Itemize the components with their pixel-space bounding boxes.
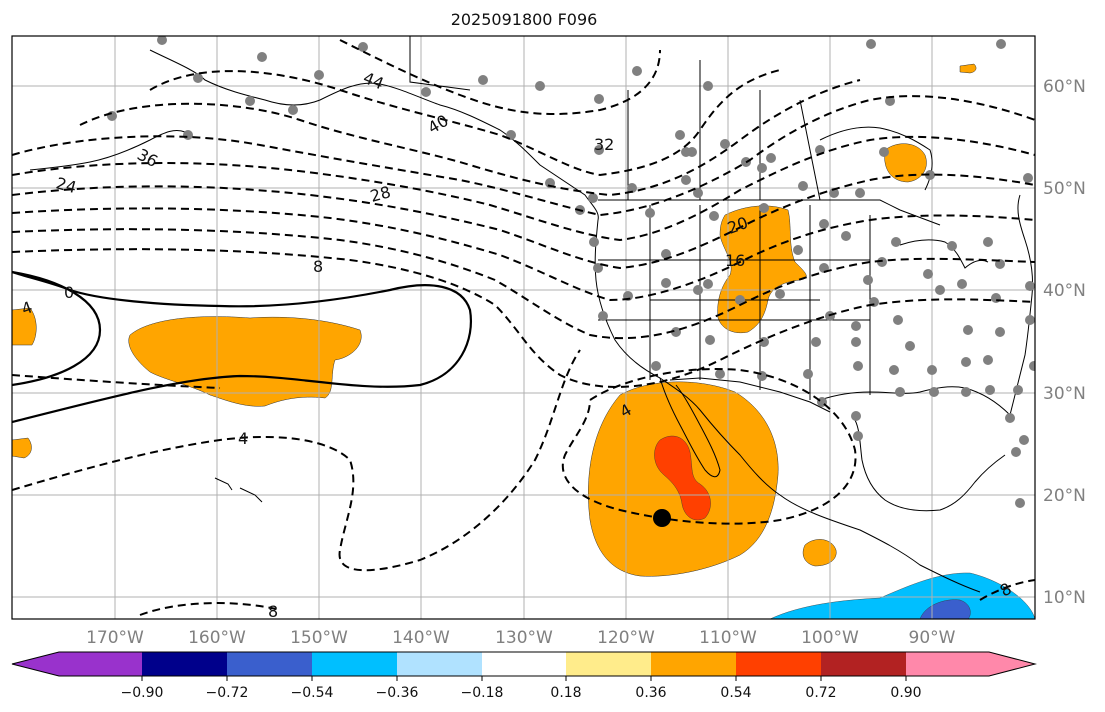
colorbar-bin [566, 652, 651, 676]
zero-contour [12, 270, 472, 424]
coast-gulf-mexico [854, 419, 1006, 512]
lat-label: 60°N [1043, 77, 1086, 97]
colorbar-min-extend [12, 652, 59, 676]
gridlines [12, 36, 1035, 619]
colorbar-tick-label: 0.54 [720, 685, 751, 701]
lon-label: 90°W [909, 628, 956, 648]
shade-west-edge-orange [12, 307, 37, 346]
lon-label: 160°W [188, 628, 246, 648]
colorbar-ticks [141, 676, 907, 681]
coast-great-lakes [899, 239, 989, 269]
lat-label: 20°N [1043, 486, 1086, 506]
colorbar-bin [821, 652, 906, 676]
coast-alaska [149, 49, 599, 221]
lon-label: 130°W [495, 628, 553, 648]
coast-aleutians [29, 129, 186, 171]
colorbar-bin [736, 652, 821, 676]
lon-label: 120°W [597, 628, 655, 648]
coast-gulf-north [819, 386, 1011, 416]
shade-west-edge-small [12, 437, 32, 459]
figure-title: 2025091800 F096 [451, 10, 598, 29]
storm-center-marker [653, 509, 671, 527]
colorbar-max-extend [906, 652, 1035, 676]
colorbar-bin [651, 652, 736, 676]
colorbar-tick-label: −0.90 [121, 685, 164, 701]
coast-baja [659, 377, 721, 478]
contour-label: 8 [313, 257, 323, 276]
colorbar-tick-label: 0.90 [890, 685, 921, 701]
contour-label: 4 [238, 429, 248, 448]
colorbar-bin [397, 652, 482, 676]
lon-label: 140°W [392, 628, 450, 648]
shade-mexico-red [654, 435, 711, 521]
map-area: 44 40 36 32 28 24 20 16 8 4 0 4 4 8 8 [12, 36, 1035, 621]
longitude-labels: 170°W 160°W 150°W 140°W 130°W 120°W 110°… [86, 628, 956, 648]
contour-label: 24 [54, 174, 79, 198]
contour-label: 28 [368, 182, 393, 206]
colorbar-outline [11, 651, 1037, 677]
colorbar-tick-label: −0.18 [461, 685, 504, 701]
station-dots [107, 36, 1035, 508]
lon-label: 150°W [290, 628, 348, 648]
map-frame [11, 35, 1036, 620]
colorbar-bin [59, 652, 142, 676]
lat-label: 30°N [1043, 384, 1086, 404]
lon-label: 100°W [801, 628, 859, 648]
lat-label: 40°N [1043, 281, 1086, 301]
colorbar-bin [312, 652, 397, 676]
border-canada-us [598, 199, 941, 226]
shade-pacific-orange [128, 316, 362, 407]
contour-label: 8 [268, 602, 278, 621]
lon-label: 110°W [699, 628, 757, 648]
colorbar-tick-label: 0.72 [805, 685, 836, 701]
shade-labrador-small [959, 63, 977, 74]
colorbar-tick-label: 0.36 [635, 685, 666, 701]
coast-east-us [1009, 194, 1033, 416]
colorbar-tick-label: −0.54 [291, 685, 334, 701]
lat-label: 10°N [1043, 588, 1086, 608]
contour-label: 0 [64, 283, 74, 302]
colorbar: −0.90 −0.72 −0.54 −0.36 −0.18 0.18 0.36 … [11, 651, 1037, 701]
lat-label: 50°N [1043, 179, 1086, 199]
latitude-labels: 60°N 50°N 40°N 30°N 20°N 10°N [1043, 77, 1086, 608]
border-alaska-canada [409, 36, 471, 91]
shade-hudson-orange [884, 143, 927, 183]
lon-label: 170°W [86, 628, 144, 648]
colorbar-tick-label: −0.36 [376, 685, 419, 701]
coast-hawaii-2 [239, 487, 263, 503]
shade-central-america-orange [802, 539, 837, 567]
anomaly-shading [12, 63, 1035, 619]
border-canada-provinces [627, 60, 821, 201]
contour-label: 16 [725, 251, 745, 270]
colorbar-bin [142, 652, 227, 676]
colorbar-bin [227, 652, 312, 676]
height-contours [12, 39, 1035, 616]
shade-blue-southeast [919, 599, 971, 619]
colorbar-tick-label: −0.72 [206, 685, 249, 701]
colorbar-tick-label: 0.18 [550, 685, 581, 701]
contour-label: 32 [594, 135, 614, 154]
coast-hawaii-1 [214, 477, 233, 491]
colorbar-bin [482, 652, 566, 676]
